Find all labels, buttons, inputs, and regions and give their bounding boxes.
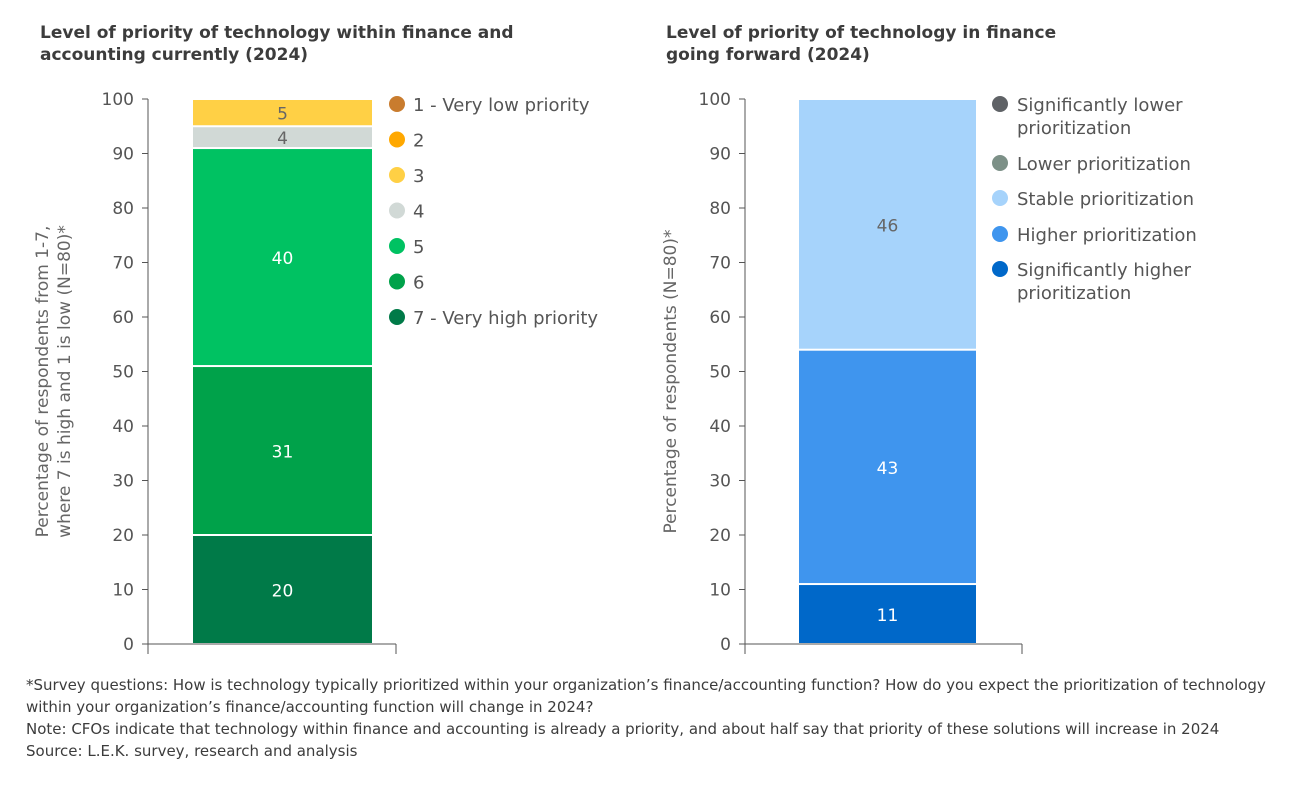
y-tick-label: 60 <box>709 308 731 328</box>
legend-label: Higher prioritization <box>1017 225 1197 246</box>
footnote-source: Source: L.E.K. survey, research and anal… <box>26 742 358 760</box>
y-tick-label: 40 <box>112 417 134 437</box>
legend-label: 7 - Very high priority <box>413 308 598 329</box>
legend-marker <box>992 261 1008 277</box>
legend-marker <box>992 96 1008 112</box>
y-tick-label: 90 <box>709 145 731 165</box>
legend-label: 3 <box>413 166 424 187</box>
legend-marker <box>389 273 405 290</box>
legend-label: 1 - Very low priority <box>413 95 590 116</box>
legend-label: 2 <box>413 131 424 152</box>
bar-segment <box>193 367 372 534</box>
legend-label: Lower prioritization <box>1017 154 1191 175</box>
legend-marker <box>992 190 1008 206</box>
legend-label: 4 <box>413 202 424 223</box>
y-tick-label: 80 <box>112 199 134 219</box>
footnotes: *Survey questions: How is technology typ… <box>26 674 1276 762</box>
bar-segment <box>193 100 372 126</box>
footnote-survey: *Survey questions: How is technology typ… <box>26 676 1266 716</box>
legend-label: 5 <box>413 237 424 258</box>
data-label: 5 <box>277 105 288 125</box>
y-tick-label: 20 <box>709 526 731 546</box>
data-label: 40 <box>272 249 294 269</box>
legend-marker <box>389 202 405 219</box>
bar-segment <box>799 585 976 643</box>
right-chart-title: Level of priority of technology in finan… <box>666 23 1057 65</box>
legend-marker <box>992 226 1008 242</box>
y-tick-label: 0 <box>123 635 134 655</box>
legend-label: Significantly lower <box>1017 95 1183 116</box>
footnote-note: Note: CFOs indicate that technology with… <box>26 720 1220 738</box>
y-tick-label: 80 <box>709 199 731 219</box>
bar-segment <box>799 350 976 584</box>
y-tick-label: 60 <box>112 308 134 328</box>
data-label: 20 <box>272 582 294 602</box>
legend-marker <box>389 309 405 325</box>
legend-marker <box>992 155 1008 171</box>
bar-segment <box>193 127 372 148</box>
bar-segment <box>799 100 976 349</box>
legend-marker <box>389 238 405 254</box>
legend-marker <box>389 167 405 183</box>
legend-label: 6 <box>413 273 424 294</box>
y-tick-label: 30 <box>709 472 731 492</box>
y-tick-label: 40 <box>709 417 731 437</box>
bar-segment <box>193 536 372 643</box>
data-label: 31 <box>272 443 294 463</box>
legend-label: Significantly higher <box>1017 260 1192 281</box>
legend-label: prioritization <box>1017 118 1131 139</box>
y-tick-label: 10 <box>112 581 134 601</box>
y-tick-label: 30 <box>112 472 134 492</box>
y-tick-label: 0 <box>720 635 731 655</box>
y-tick-label: 100 <box>699 90 731 110</box>
y-tick-label: 10 <box>709 581 731 601</box>
data-label: 11 <box>877 606 899 626</box>
y-tick-label: 70 <box>112 254 134 274</box>
y-tick-label: 70 <box>709 254 731 274</box>
y-tick-label: 50 <box>112 363 134 383</box>
y-axis-label: Percentage of respondents (N=80)* <box>661 229 681 533</box>
legend-marker <box>389 96 405 112</box>
y-tick-label: 90 <box>112 145 134 165</box>
y-tick-label: 100 <box>102 90 134 110</box>
left-chart-title: Level of priority of technology within f… <box>40 23 514 65</box>
y-tick-label: 20 <box>112 526 134 546</box>
y-axis-label-line: Percentage of respondents from 1-7, <box>33 226 53 538</box>
y-tick-label: 50 <box>709 363 731 383</box>
legend-marker <box>389 131 405 148</box>
data-label: 46 <box>877 216 899 236</box>
legend-label: prioritization <box>1017 283 1131 304</box>
data-label: 4 <box>277 129 288 149</box>
y-axis-label-line: where 7 is high and 1 is low (N=80)* <box>55 225 75 538</box>
data-label: 43 <box>877 459 899 479</box>
legend-label: Stable prioritization <box>1017 189 1194 210</box>
bar-segment <box>193 149 372 366</box>
